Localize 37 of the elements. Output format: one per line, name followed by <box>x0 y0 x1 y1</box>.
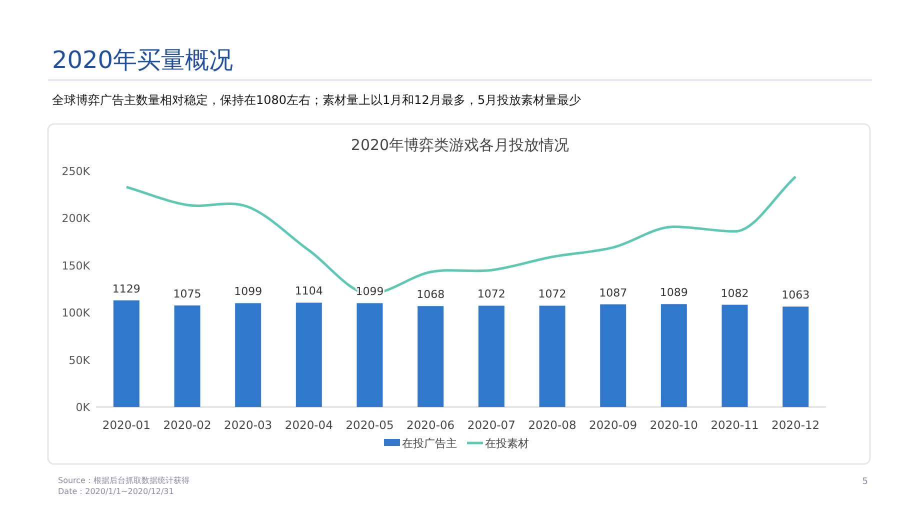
data-label: 1089 <box>660 286 688 300</box>
legend-label: 在投素材 <box>485 437 529 450</box>
data-label: 1104 <box>294 284 323 298</box>
data-label: 1129 <box>112 282 140 296</box>
data-label: 1063 <box>782 288 810 302</box>
x-tick-label: 2020-07 <box>467 418 516 432</box>
data-label: 1099 <box>234 285 262 298</box>
data-label: 1068 <box>416 288 445 302</box>
y-tick-label: 200K <box>62 212 91 226</box>
text: Date：2020/1/1~2020/12/31 <box>58 487 174 496</box>
source-note: Source：根据后台抓取数据统计获得 <box>58 476 190 485</box>
data-label: 1072 <box>538 288 566 301</box>
y-tick-label: 0K <box>76 401 91 414</box>
x-tick-label: 2020-09 <box>589 418 638 432</box>
text: 全球博弈广告主数量相对稳定，保持在1080左右；素材量上以1月和12月最多，5月投放素材量最少 <box>52 93 582 107</box>
data-label: 1087 <box>599 286 628 300</box>
x-tick-label: 2020-12 <box>772 418 820 432</box>
text: 2020年买量概况 <box>52 46 234 74</box>
y-tick-label: 50K <box>68 354 91 367</box>
x-tick-label: 2020-08 <box>528 418 576 432</box>
text: 5 <box>862 477 868 487</box>
x-tick-label: 2020-03 <box>224 418 272 432</box>
x-tick-label: 2020-05 <box>346 418 394 432</box>
x-tick-label: 2020-11 <box>710 418 759 432</box>
x-tick-label: 2020-10 <box>650 418 698 432</box>
x-tick-label: 2020-02 <box>163 418 212 432</box>
data-label: 1082 <box>720 286 749 300</box>
data-label: 1075 <box>173 287 202 300</box>
x-tick-label: 2020-06 <box>406 418 455 432</box>
data-label: 1072 <box>477 288 506 301</box>
y-tick-label: 250K <box>62 165 91 178</box>
x-tick-label: 2020-01 <box>102 418 150 432</box>
y-tick-label: 150K <box>62 259 91 272</box>
y-tick-label: 100K <box>62 306 91 320</box>
legend-label: 在投广告主 <box>402 437 457 450</box>
x-tick-label: 2020-04 <box>284 418 333 432</box>
chart-title: 2020年博弈类游戏各月投放情况 <box>350 136 570 154</box>
